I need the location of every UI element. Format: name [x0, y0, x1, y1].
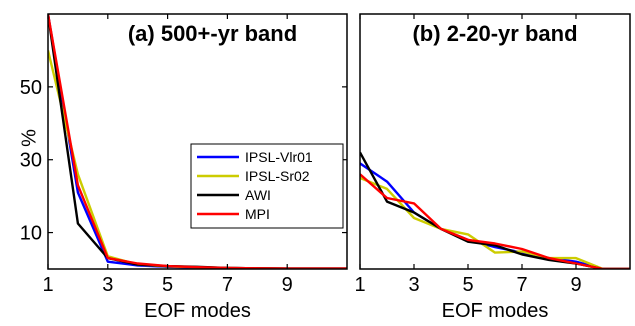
x-tick-label: 5 — [462, 274, 473, 296]
y-axis-label: % — [18, 129, 40, 147]
series-line-ipsl-vlr01 — [48, 14, 347, 269]
x-tick-label: 3 — [102, 274, 113, 296]
legend: IPSL-Vlr01 IPSL-Sr02 AWI MPI — [190, 143, 344, 229]
x-tick-label: 3 — [408, 274, 419, 296]
chart-panel-1: 1 3 5 7 9 10 30 50 (a) 500+-yr band EOF modes IPSL… — [20, 13, 348, 322]
x-axis-label: EOF modes — [442, 300, 549, 322]
legend-entry: MPI — [245, 206, 270, 222]
series-group — [360, 151, 630, 269]
plot-frame — [359, 13, 631, 270]
chart-panel-2: 1 3 5 7 9 (b) 2-20-yr band EOF modes — [354, 13, 631, 322]
series-group — [48, 14, 347, 269]
legend-entry: IPSL-Sr02 — [245, 168, 310, 184]
series-line-ipsl-sr02 — [360, 176, 630, 269]
x-tick-label: 7 — [516, 274, 527, 296]
x-tick-label: 1 — [42, 274, 53, 296]
x-tick-label: 1 — [354, 274, 365, 296]
x-tick-label: 9 — [282, 274, 293, 296]
chart-title: (a) 500+-yr band — [128, 21, 297, 46]
chart-title: (b) 2-20-yr band — [412, 21, 577, 46]
plot-frame — [47, 13, 348, 270]
series-line-mpi — [360, 173, 630, 269]
x-tick-label: 5 — [162, 274, 173, 296]
series-line-awi — [48, 14, 347, 269]
legend-entry: AWI — [245, 187, 271, 203]
x-axis-label: EOF modes — [144, 300, 251, 322]
x-tick-label: 9 — [570, 274, 581, 296]
y-tick-label: 30 — [20, 150, 42, 172]
series-line-mpi — [48, 14, 347, 269]
y-tick-label: 10 — [20, 223, 42, 245]
x-tick-label: 7 — [222, 274, 233, 296]
y-tick-label: 50 — [20, 77, 42, 99]
legend-entry: IPSL-Vlr01 — [245, 149, 313, 165]
